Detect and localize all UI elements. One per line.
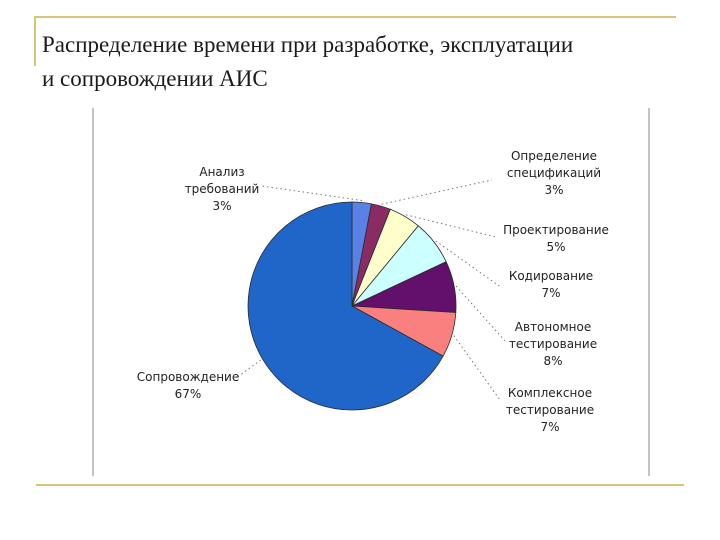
pie-slices [247,201,457,411]
title-line-2: и сопровождении АИС [42,66,268,91]
leader-line [235,359,262,379]
leader-line [405,214,497,238]
leader-line [381,179,493,205]
leader-line [261,185,363,201]
slice-label: Проектирование 5% [503,223,609,254]
slice-label: Автономное тестирование 8% [509,320,597,368]
title-decoration-vertical [34,16,36,66]
slice-label: Анализ требований 3% [185,165,260,213]
slice-label: Сопровождение 67% [137,370,239,401]
slice-label: Определение спецификаций 3% [507,149,601,197]
pie-slice [247,201,444,411]
leader-line [453,335,501,401]
leader-line [435,240,503,289]
slice-label: Комплексное тестирование 7% [506,386,594,434]
title-decoration-horizontal [36,16,676,18]
title-line-1: Распределение времени при разработке, эк… [42,32,574,57]
leader-line [455,285,507,343]
slice-label: Кодирование 7% [509,269,593,300]
leader-lines [235,179,507,401]
slice-labels: Анализ требований 3% Определение спецификаци… [137,149,609,434]
slide-title: Распределение времени при разработке, эк… [42,28,692,96]
footer-rule [36,484,684,486]
